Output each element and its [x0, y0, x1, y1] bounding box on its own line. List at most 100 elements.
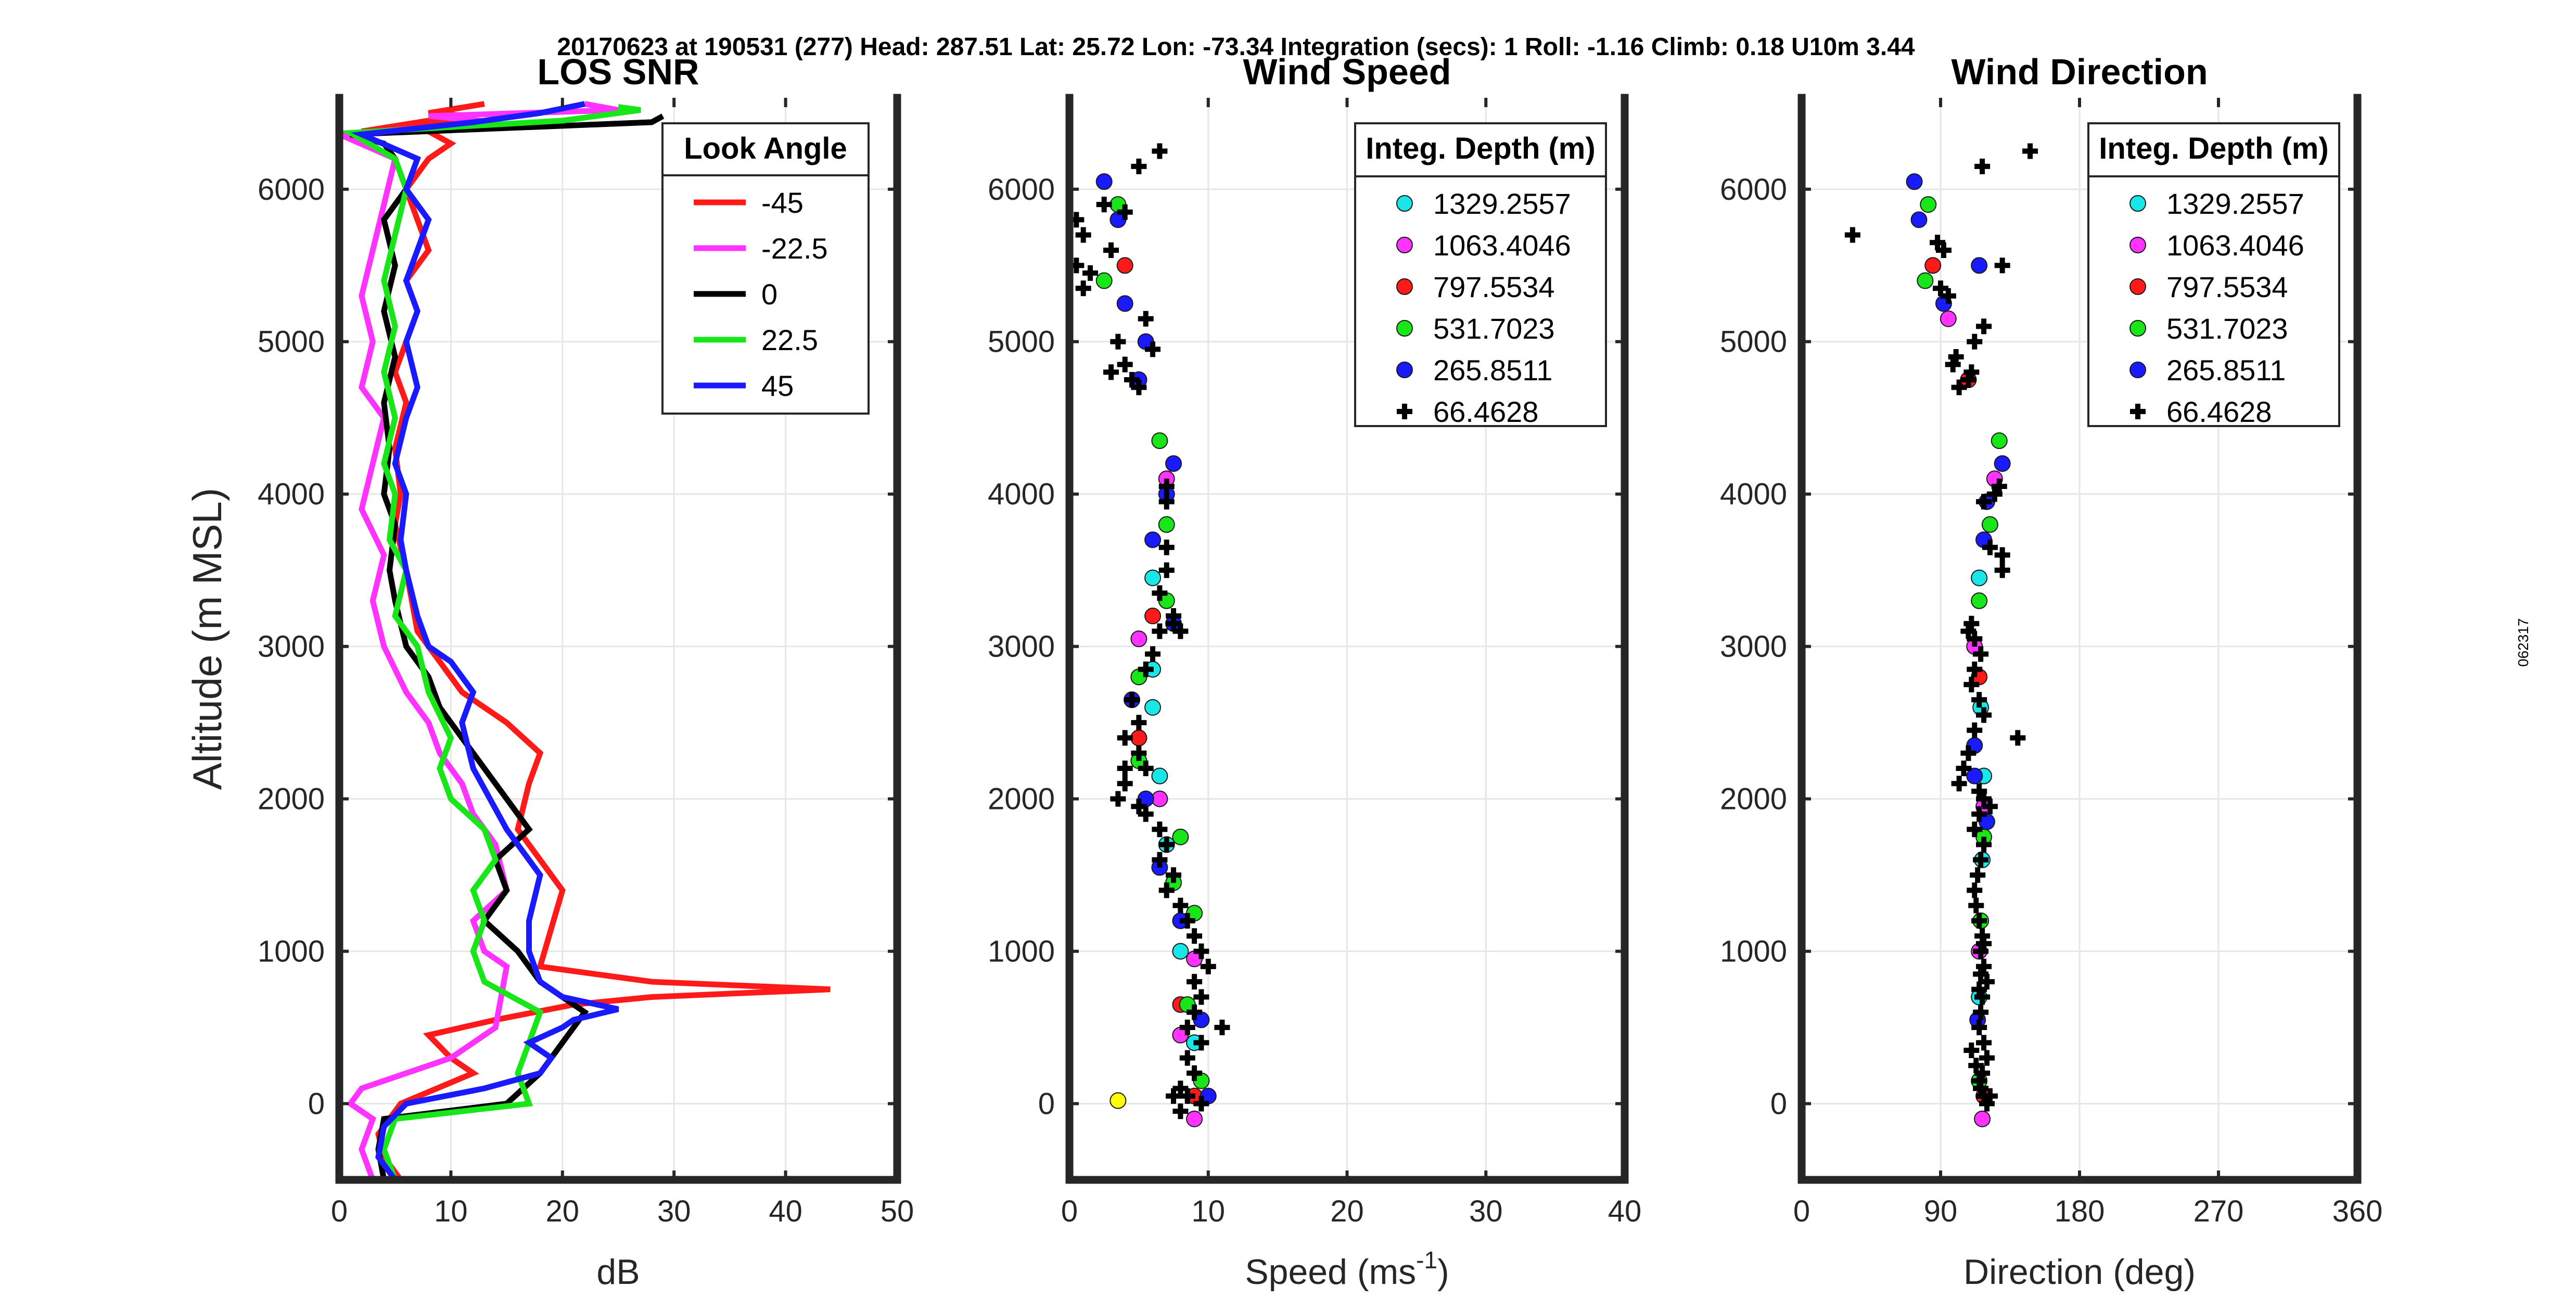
x-tick-label: 180	[2055, 1194, 2105, 1228]
data-point-66-4628	[1967, 661, 1983, 677]
data-point-66-4628	[1979, 1050, 1995, 1066]
legend-marker-swatch	[1396, 320, 1413, 337]
legend-item: 531.7023	[1396, 312, 1555, 345]
data-point-66-4628	[1973, 966, 1989, 982]
data-point-66-4628	[1970, 867, 1986, 883]
data-point-66-4628	[1940, 288, 1956, 304]
data-point-66-4628	[1110, 333, 1126, 350]
data-point-66-4628	[1145, 341, 1161, 357]
data-point-531-7023	[1991, 432, 2008, 449]
data-point-66-4628	[1179, 912, 1195, 929]
legend-marker-swatch	[1396, 278, 1413, 295]
y-tick-label: 2000	[258, 782, 325, 816]
data-point-66-4628	[1187, 974, 1203, 990]
data-point-66-4628	[1075, 280, 1091, 297]
x-axis-label-superscript: -1	[1416, 1246, 1437, 1274]
data-point-66-4628	[1971, 692, 1987, 708]
data-point-66-4628	[1158, 539, 1175, 556]
legend-label: 265.8511	[1433, 354, 1552, 387]
data-point-66-4628	[1110, 791, 1126, 807]
legend-label: -22.5	[761, 232, 828, 265]
y-tick-label: 0	[1038, 1087, 1055, 1121]
legend: Integ. Depth (m) 1329.2557 1063.4046 797.55…	[1354, 122, 1607, 428]
data-point-66-4628	[1138, 661, 1154, 677]
data-point-265-8511	[1165, 455, 1182, 472]
legend-item: 797.5534	[1396, 271, 1555, 303]
data-point-797-5534	[1924, 257, 1942, 274]
data-point-66-4628	[1971, 1020, 1987, 1036]
data-point-66-4628	[1991, 479, 2007, 495]
legend-item: 66.4628	[2130, 395, 2272, 428]
data-point-1063-4046	[1940, 310, 1957, 327]
data-point-1063-4046	[1186, 1110, 1203, 1127]
data-point-265-8511	[1906, 173, 1923, 190]
x-tick-label: 0	[1061, 1194, 1078, 1228]
legend-title: Integ. Depth (m)	[2099, 132, 2328, 165]
data-point-66-4628	[1075, 227, 1091, 243]
chart-panel-2: 0 10 20 30 40 0 1000 2000 3000 4000 5000 6000 Wind S…	[988, 52, 1641, 1292]
legend-item: 531.7023	[2129, 312, 2288, 345]
series-line--22-5	[339, 101, 619, 1180]
y-tick-label: 0	[308, 1087, 325, 1121]
data-point-66-4628	[1200, 958, 1216, 974]
legend-marker-swatch	[1396, 195, 1413, 212]
y-tick-label: 6000	[988, 173, 1055, 207]
y-tick-label: 0	[1770, 1087, 1787, 1121]
data-point-66-4628	[1158, 837, 1175, 853]
data-point-531-7023	[1095, 272, 1113, 289]
x-axis-label: dB	[596, 1252, 640, 1292]
data-point-66-4628	[1982, 539, 1998, 556]
data-point-66-4628	[2010, 730, 2026, 746]
data-point-66-4628	[1131, 715, 1147, 731]
data-point-66-4628	[1976, 837, 1992, 853]
x-tick-label: 20	[546, 1194, 580, 1228]
grid-lines	[338, 98, 898, 1180]
y-tick-label: 6000	[1720, 173, 1787, 207]
data-point-531-7023	[1981, 516, 1998, 533]
legend-label: 1329.2557	[2166, 187, 2304, 220]
data-point-66-4628	[1179, 1050, 1195, 1066]
data-point-66-4628	[1172, 623, 1189, 639]
legend-label: 797.5534	[1433, 271, 1555, 303]
legend-title: Integ. Depth (m)	[1366, 132, 1595, 165]
data-point-66-4628	[1963, 676, 1980, 692]
data-point-66-4628	[1971, 1073, 1987, 1089]
x-tick-label: 360	[2332, 1194, 2383, 1228]
legend-label: 1063.4046	[1433, 229, 1571, 262]
legend-marker-swatch	[2129, 237, 2146, 253]
data-point-66-4628	[1960, 745, 1976, 761]
legend-item: 265.8511	[2129, 354, 2286, 387]
y-tick-label: 6000	[258, 173, 325, 207]
data-point-531-7023	[1151, 432, 1168, 449]
legend-marker-swatch	[1396, 362, 1413, 378]
data-point-66-4628	[1145, 646, 1161, 662]
x-tick-label: 40	[1608, 1194, 1642, 1228]
chart-title: Wind Direction	[1951, 52, 2208, 92]
legend-label: 66.4628	[2166, 395, 2272, 428]
legend-label: 797.5534	[2166, 271, 2288, 303]
legend-item: 66.4628	[1397, 395, 1538, 428]
legend-marker-swatch	[2130, 404, 2146, 419]
figure-suptitle: 20170623 at 190531 (277) Head: 287.51 La…	[557, 33, 1915, 61]
data-point-66-4628	[1976, 935, 1992, 951]
data-point-1063-4046	[1974, 1110, 1991, 1127]
data-point-797-5534	[1116, 257, 1133, 274]
legend-item: 45	[694, 369, 794, 402]
data-point-66-4628	[1187, 1004, 1203, 1020]
data-point-265-8511	[1910, 211, 1928, 228]
data-point-66-4628	[1956, 761, 1972, 777]
x-axis-label: Direction (deg)	[1963, 1252, 2196, 1292]
data-point-1329-2557	[1151, 767, 1168, 784]
y-tick-label: 5000	[988, 325, 1055, 359]
data-point-66-4628	[1994, 547, 2010, 563]
y-tick-label: 3000	[258, 630, 325, 664]
data-point-66-4628	[1976, 707, 1992, 723]
data-point-66-4628	[1172, 897, 1189, 914]
data-point-66-4628	[1124, 692, 1140, 708]
data-point-265-8511	[1971, 257, 1988, 274]
legend-item: 1063.4046	[2129, 229, 2304, 262]
data-point-66-4628	[1117, 204, 1133, 220]
axis-frame	[335, 94, 901, 1184]
legend-item: 1063.4046	[1396, 229, 1571, 262]
